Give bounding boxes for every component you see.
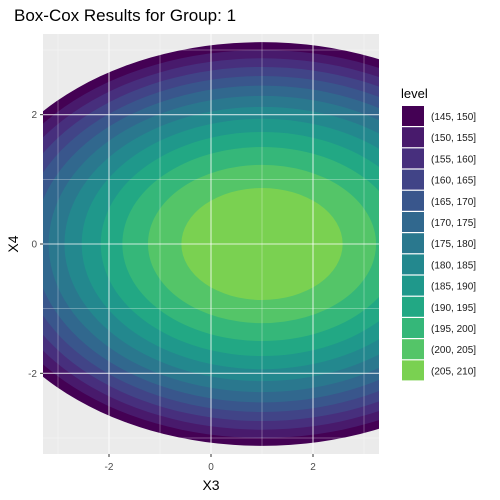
legend-key (402, 212, 424, 232)
y-axis-title: X4 (5, 235, 21, 252)
legend-label: (155, 160] (431, 154, 476, 165)
legend: level (145, 150] (150, 155] (155, 160] (160… (401, 86, 476, 381)
legend-key (402, 169, 424, 190)
legend-key (402, 339, 424, 360)
legend-label: (145, 150] (431, 112, 476, 123)
y-tick-label: 2 (31, 110, 37, 121)
legend-label: (195, 200] (431, 324, 476, 335)
x-axis-title: X3 (202, 477, 219, 493)
legend-label: (190, 195] (431, 303, 476, 314)
legend-title: level (401, 86, 428, 101)
legend-label: (170, 175] (431, 218, 476, 229)
y-tick-label: 0 (31, 240, 37, 251)
legend-label: (160, 165] (431, 176, 476, 187)
legend-label: (200, 205] (431, 345, 476, 356)
grid-lines (43, 34, 379, 454)
legend-key (402, 127, 424, 148)
legend-key (402, 254, 424, 275)
x-tick-label: -2 (105, 462, 114, 473)
legend-label: (150, 155] (431, 133, 476, 144)
legend-label: (180, 185] (431, 260, 476, 271)
axes: -2 0 2 -2 0 2 (28, 110, 316, 473)
legend-label: (175, 180] (431, 239, 476, 250)
legend-key (402, 360, 424, 381)
chart-title: Box-Cox Results for Group: 1 (14, 6, 236, 25)
legend-label: (205, 210] (431, 366, 476, 377)
legend-key (402, 190, 424, 211)
legend-key (402, 275, 424, 296)
legend-key (402, 148, 424, 169)
x-tick-label: 2 (310, 462, 316, 473)
x-tick-label: 0 (208, 462, 214, 473)
legend-key (402, 106, 424, 126)
legend-key (402, 296, 424, 317)
contour-fill (43, 42, 379, 446)
y-tick-label: -2 (28, 369, 37, 380)
legend-label: (165, 170] (431, 197, 476, 208)
legend-key (402, 233, 424, 254)
legend-key (402, 318, 424, 338)
legend-label: (185, 190] (431, 282, 476, 293)
